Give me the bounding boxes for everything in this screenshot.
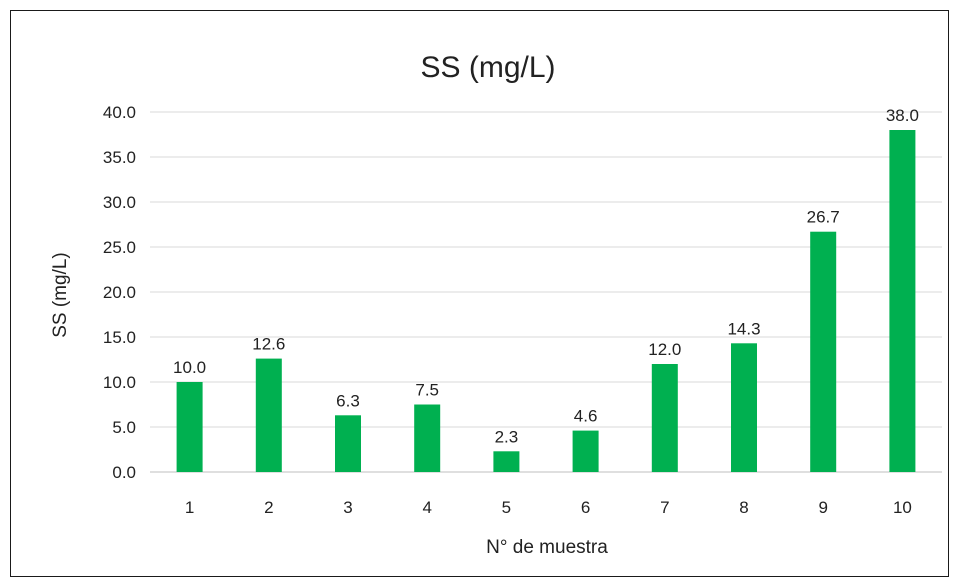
x-tick-label: 6	[581, 498, 590, 517]
data-label: 12.0	[648, 340, 681, 359]
data-labels: 10.0 12.6 6.3 7.5 2.3 4.6 12.0 14.3 26.7 38.0	[173, 106, 919, 446]
y-tick-label: 15.0	[103, 328, 136, 347]
bar	[493, 451, 520, 472]
x-tick-label: 9	[818, 498, 827, 517]
y-axis-title: SS (mg/L)	[50, 252, 71, 338]
data-label: 12.6	[252, 335, 285, 354]
y-tick-label: 0.0	[112, 463, 136, 482]
data-label: 4.6	[574, 407, 598, 426]
bar	[176, 382, 203, 472]
gridlines	[150, 111, 942, 473]
bars	[176, 130, 916, 472]
data-label: 38.0	[886, 106, 919, 125]
x-tick-label: 3	[343, 498, 352, 517]
x-tick-label: 4	[422, 498, 431, 517]
y-tick-label: 30.0	[103, 193, 136, 212]
data-label: 26.7	[807, 208, 840, 227]
bar	[889, 130, 916, 472]
bar	[731, 343, 757, 472]
x-tick-label: 10	[893, 498, 912, 517]
chart-title: SS (mg/L)	[420, 51, 555, 84]
x-tick-label: 8	[739, 498, 748, 517]
y-axis-ticks: 0.0 5.0 10.0 15.0 20.0 25.0 30.0 35.0 40.0	[103, 103, 136, 482]
data-label: 14.3	[727, 319, 760, 338]
y-tick-label: 20.0	[103, 283, 136, 302]
y-tick-label: 40.0	[103, 103, 136, 122]
data-label: 6.3	[336, 391, 360, 410]
x-axis-ticks: 1 2 3 4 5 6 7 8 9 10	[185, 498, 912, 517]
bar	[572, 430, 599, 472]
data-label: 7.5	[415, 381, 439, 400]
y-tick-label: 5.0	[112, 418, 136, 437]
bar	[335, 415, 361, 472]
x-tick-label: 1	[185, 498, 194, 517]
y-tick-label: 10.0	[103, 373, 136, 392]
x-tick-label: 5	[502, 498, 511, 517]
chart-frame	[10, 10, 949, 577]
bar	[414, 404, 441, 472]
bar	[810, 231, 837, 472]
bar	[255, 358, 282, 472]
data-label: 10.0	[173, 358, 206, 377]
x-axis-title: N° de muestra	[486, 537, 608, 558]
bar	[651, 364, 678, 472]
y-tick-label: 35.0	[103, 148, 136, 167]
y-tick-label: 25.0	[103, 238, 136, 257]
x-tick-label: 2	[264, 498, 273, 517]
data-label: 2.3	[495, 427, 519, 446]
x-tick-label: 7	[660, 498, 669, 517]
